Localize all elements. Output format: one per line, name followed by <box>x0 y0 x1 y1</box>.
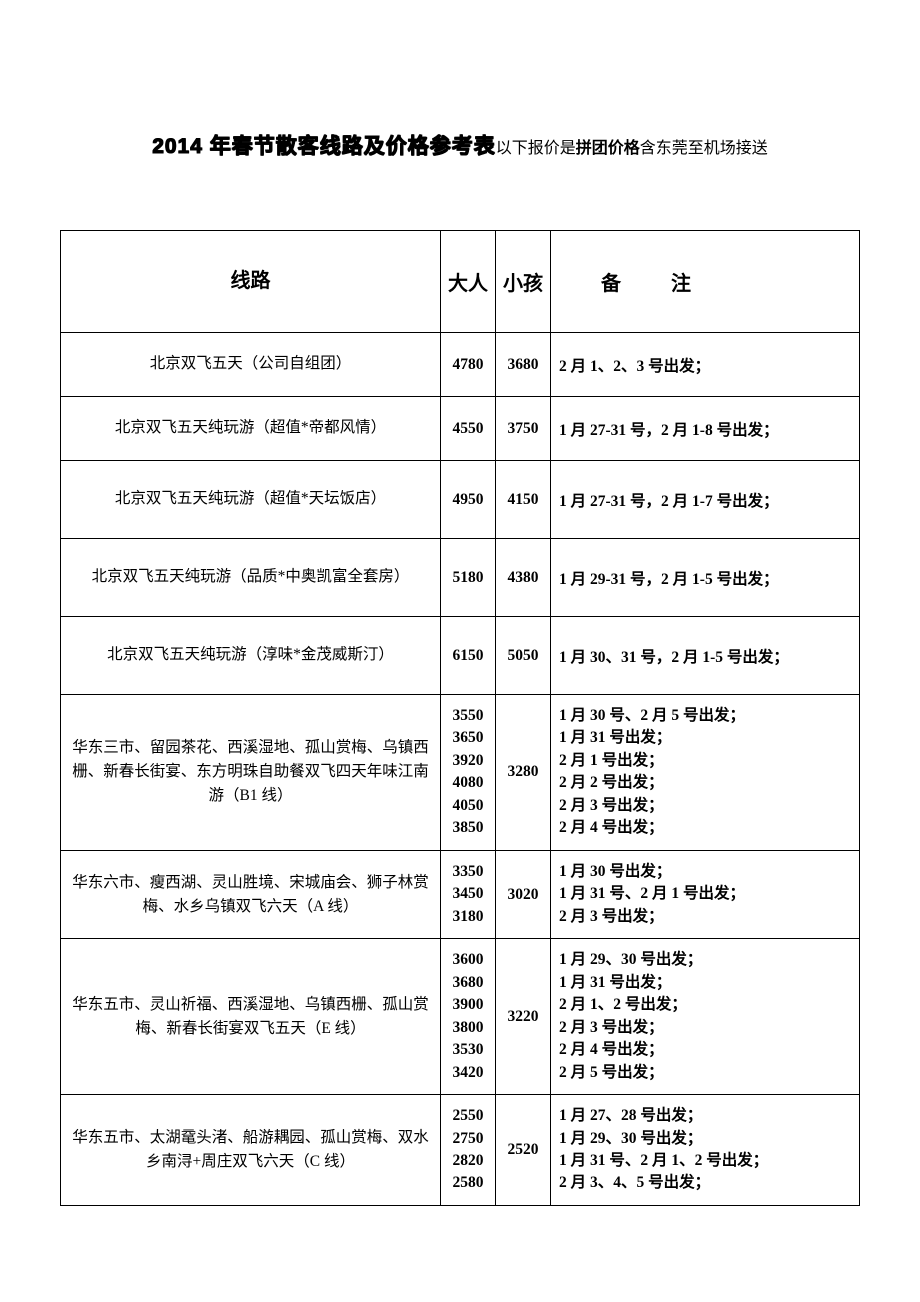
table-row: 北京双飞五天纯玩游（品质*中奥凯富全套房）518043801 月 29-31 号… <box>61 539 860 617</box>
header-adult: 大人 <box>441 231 496 333</box>
cell-adult: 3350 3450 3180 <box>441 850 496 938</box>
cell-adult: 3550 3650 3920 4080 4050 3850 <box>441 695 496 851</box>
cell-route: 华东三市、留园茶花、西溪湿地、孤山赏梅、乌镇西栅、新春长街宴、东方明珠自助餐双飞… <box>61 695 441 851</box>
cell-remark: 1 月 27-31 号，2 月 1-7 号出发； <box>551 461 860 539</box>
cell-route: 北京双飞五天纯玩游（超值*帝都风情） <box>61 397 441 461</box>
cell-adult: 3600 3680 3900 3800 3530 3420 <box>441 939 496 1095</box>
table-row: 北京双飞五天纯玩游（超值*帝都风情）455037501 月 27-31 号，2 … <box>61 397 860 461</box>
cell-route: 北京双飞五天（公司自组团） <box>61 333 441 397</box>
table-row: 北京双飞五天纯玩游（淳味*金茂威斯汀）615050501 月 30、31 号，2… <box>61 617 860 695</box>
title-sub-prefix: 以下报价是 <box>496 140 576 157</box>
cell-route: 北京双飞五天纯玩游（品质*中奥凯富全套房） <box>61 539 441 617</box>
cell-child: 3020 <box>496 850 551 938</box>
table-body: 北京双飞五天（公司自组团）478036802 月 1、2、3 号出发；北京双飞五… <box>61 333 860 1206</box>
table-row: 华东三市、留园茶花、西溪湿地、孤山赏梅、乌镇西栅、新春长街宴、东方明珠自助餐双飞… <box>61 695 860 851</box>
header-remark: 备注 <box>551 231 860 333</box>
cell-remark: 1 月 30、31 号，2 月 1-5 号出发； <box>551 617 860 695</box>
header-route: 线路 <box>61 231 441 333</box>
cell-child: 3680 <box>496 333 551 397</box>
cell-adult: 4550 <box>441 397 496 461</box>
cell-route: 华东五市、灵山祈福、西溪湿地、乌镇西栅、孤山赏梅、新春长街宴双飞五天（E 线） <box>61 939 441 1095</box>
cell-remark: 2 月 1、2、3 号出发； <box>551 333 860 397</box>
cell-child: 3750 <box>496 397 551 461</box>
table-row: 北京双飞五天纯玩游（超值*天坛饭店）495041501 月 27-31 号，2 … <box>61 461 860 539</box>
page-title: 2014 年春节散客线路及价格参考表以下报价是拼团价格含东莞至机场接送 <box>60 130 860 160</box>
cell-remark: 1 月 29-31 号，2 月 1-5 号出发； <box>551 539 860 617</box>
cell-adult: 6150 <box>441 617 496 695</box>
cell-remark: 1 月 27、28 号出发； 1 月 29、30 号出发； 1 月 31 号、2… <box>551 1095 860 1206</box>
title-sub: 以下报价是拼团价格含东莞至机场接送 <box>496 140 768 157</box>
cell-child: 2520 <box>496 1095 551 1206</box>
table-row: 华东五市、太湖鼋头渚、船游耦园、孤山赏梅、双水乡南浔+周庄双飞六天（C 线）25… <box>61 1095 860 1206</box>
cell-remark: 1 月 29、30 号出发； 1 月 31 号出发； 2 月 1、2 号出发； … <box>551 939 860 1095</box>
table-header-row: 线路 大人 小孩 备注 <box>61 231 860 333</box>
cell-remark: 1 月 30 号出发； 1 月 31 号、2 月 1 号出发； 2 月 3 号出… <box>551 850 860 938</box>
table-row: 华东六市、瘦西湖、灵山胜境、宋城庙会、狮子林赏梅、水乡乌镇双飞六天（A 线）33… <box>61 850 860 938</box>
cell-adult: 2550 2750 2820 2580 <box>441 1095 496 1206</box>
cell-child: 3280 <box>496 695 551 851</box>
cell-adult: 5180 <box>441 539 496 617</box>
cell-adult: 4950 <box>441 461 496 539</box>
price-table: 线路 大人 小孩 备注 北京双飞五天（公司自组团）478036802 月 1、2… <box>60 230 860 1206</box>
cell-adult: 4780 <box>441 333 496 397</box>
cell-remark: 1 月 30 号、2 月 5 号出发； 1 月 31 号出发； 2 月 1 号出… <box>551 695 860 851</box>
table-row: 华东五市、灵山祈福、西溪湿地、乌镇西栅、孤山赏梅、新春长街宴双飞五天（E 线）3… <box>61 939 860 1095</box>
cell-route: 北京双飞五天纯玩游（淳味*金茂威斯汀） <box>61 617 441 695</box>
cell-child: 5050 <box>496 617 551 695</box>
cell-route: 北京双飞五天纯玩游（超值*天坛饭店） <box>61 461 441 539</box>
header-child: 小孩 <box>496 231 551 333</box>
cell-child: 4150 <box>496 461 551 539</box>
title-main: 2014 年春节散客线路及价格参考表 <box>152 135 496 158</box>
title-sub-suffix: 含东莞至机场接送 <box>640 140 768 157</box>
cell-child: 3220 <box>496 939 551 1095</box>
table-row: 北京双飞五天（公司自组团）478036802 月 1、2、3 号出发； <box>61 333 860 397</box>
cell-child: 4380 <box>496 539 551 617</box>
cell-route: 华东六市、瘦西湖、灵山胜境、宋城庙会、狮子林赏梅、水乡乌镇双飞六天（A 线） <box>61 850 441 938</box>
cell-route: 华东五市、太湖鼋头渚、船游耦园、孤山赏梅、双水乡南浔+周庄双飞六天（C 线） <box>61 1095 441 1206</box>
title-sub-bold: 拼团价格 <box>576 140 640 157</box>
cell-remark: 1 月 27-31 号，2 月 1-8 号出发； <box>551 397 860 461</box>
